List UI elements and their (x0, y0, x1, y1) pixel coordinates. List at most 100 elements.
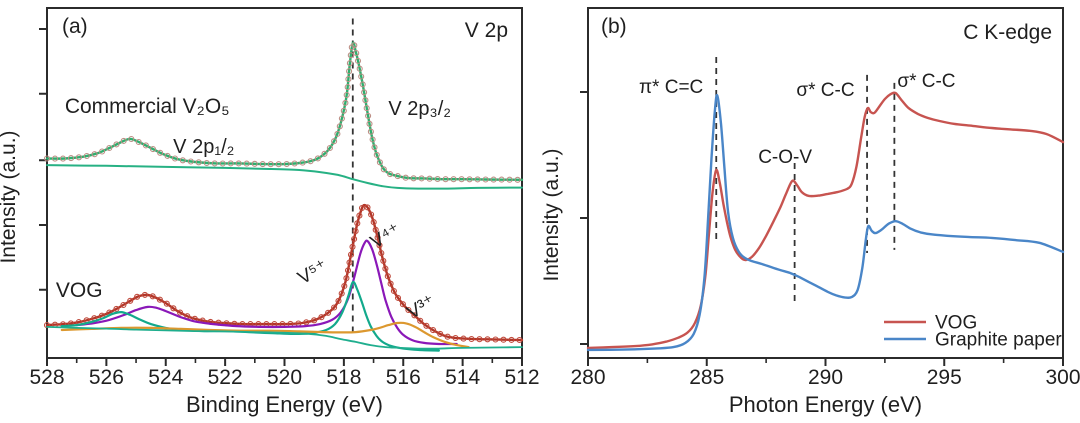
data-point-marker (437, 330, 444, 337)
data-point-marker (120, 301, 127, 309)
data-point-marker (378, 250, 385, 257)
data-point-marker (318, 314, 325, 321)
data-point-marker (335, 297, 342, 304)
data-point-marker (371, 144, 378, 151)
series-vog-v3-component (60, 321, 470, 349)
data-point-marker (227, 160, 234, 167)
data-point-marker (321, 150, 328, 157)
data-point-marker (351, 235, 358, 243)
data-point-marker (367, 128, 374, 135)
data-point-marker (364, 204, 371, 211)
x-tick-label: 522 (208, 366, 243, 389)
data-point-marker (336, 123, 343, 130)
y-axis-title-b: Intensity (a.u.) (540, 148, 563, 281)
y-axis-title-a: Intensity (a.u.) (0, 130, 20, 263)
data-point-marker (390, 287, 397, 295)
series-vog (586, 91, 1065, 350)
data-point-marker (91, 151, 98, 158)
data-point-marker (362, 97, 369, 104)
data-point-marker (344, 267, 352, 274)
data-point-marker (141, 291, 148, 298)
data-point-marker (291, 160, 298, 167)
data-point-marker (149, 146, 157, 153)
data-point-marker (275, 161, 282, 168)
data-point-marker (157, 149, 164, 156)
data-point-marker (368, 211, 375, 218)
data-point-marker (359, 81, 366, 88)
data-point-marker (351, 42, 358, 49)
data-point-marker (334, 130, 341, 137)
x-axis-title-a: Binding Energy (eV) (186, 392, 383, 417)
data-point-marker (113, 305, 120, 312)
data-point-marker (243, 160, 250, 167)
data-point-marker (235, 160, 242, 167)
data-point-marker (372, 226, 379, 233)
series-commercial-v2o5-background (46, 164, 523, 190)
data-point-marker (500, 336, 507, 343)
annotation-a-2: V 2p₃/₂ (388, 98, 451, 120)
data-point-marker (307, 158, 314, 165)
series-vog-envelope (45, 203, 524, 342)
data-point-marker (170, 305, 177, 312)
data-point-marker (59, 155, 67, 162)
series-vog-background (46, 326, 523, 350)
data-point-marker (346, 259, 353, 266)
data-point-marker (358, 204, 366, 212)
data-point-marker (251, 160, 258, 167)
data-point-marker (177, 309, 184, 316)
data-point-marker (342, 99, 349, 106)
data-point-marker (514, 176, 521, 183)
data-point-marker (468, 335, 475, 343)
data-point-marker (354, 220, 361, 227)
data-point-marker (508, 336, 515, 343)
data-point-marker (482, 176, 489, 183)
data-point-marker (347, 251, 355, 258)
data-point-marker (394, 173, 401, 180)
data-point-marker (219, 160, 226, 167)
data-point-marker (303, 319, 310, 326)
data-point-marker (374, 234, 381, 241)
data-point-marker (51, 155, 59, 162)
panel-tag-a: (a) (62, 15, 88, 38)
data-point-marker (331, 138, 338, 145)
panel-a: 528 526 524 522 520 518 516 514 512 Binding Energ… (0, 7, 540, 417)
data-point-marker (458, 176, 465, 183)
annotation-b-0: π* C=C (639, 77, 703, 98)
x-tick-label: 528 (29, 366, 64, 389)
data-point-marker (314, 155, 321, 162)
data-point-marker (352, 228, 359, 235)
annotation-a-3: VOG (56, 279, 103, 302)
data-point-marker (356, 212, 363, 219)
data-point-marker (149, 293, 156, 300)
x-axis-title-b: Photon Energy (eV) (729, 392, 922, 417)
data-point-marker (163, 300, 170, 307)
data-point-marker (516, 336, 523, 344)
data-point-marker (450, 176, 457, 183)
plot-frame-a (46, 7, 523, 359)
series-commercial-v2o5-fit-markers (43, 42, 521, 183)
data-point-marker (343, 91, 350, 99)
data-point-marker (99, 148, 106, 155)
data-point-marker (340, 107, 347, 114)
data-point-marker (506, 176, 513, 183)
data-point-marker (418, 175, 425, 182)
data-point-marker (363, 105, 370, 112)
data-point-marker (484, 336, 491, 343)
data-point-marker (171, 155, 179, 162)
data-point-marker (410, 175, 417, 182)
data-point-marker (338, 290, 345, 297)
data-point-marker (299, 159, 306, 166)
data-point-marker (442, 176, 449, 183)
data-point-marker (106, 144, 113, 152)
x-tick-label: 285 (689, 366, 724, 389)
data-point-marker (43, 155, 51, 162)
data-point-marker (156, 296, 163, 303)
data-point-marker (474, 176, 481, 183)
data-point-marker (353, 50, 360, 57)
data-point-marker (434, 175, 441, 183)
corner-label-b: C K-edge (963, 21, 1052, 44)
x-tick-label: 295 (927, 366, 962, 389)
data-point-marker (476, 336, 483, 343)
data-point-marker (387, 171, 394, 178)
